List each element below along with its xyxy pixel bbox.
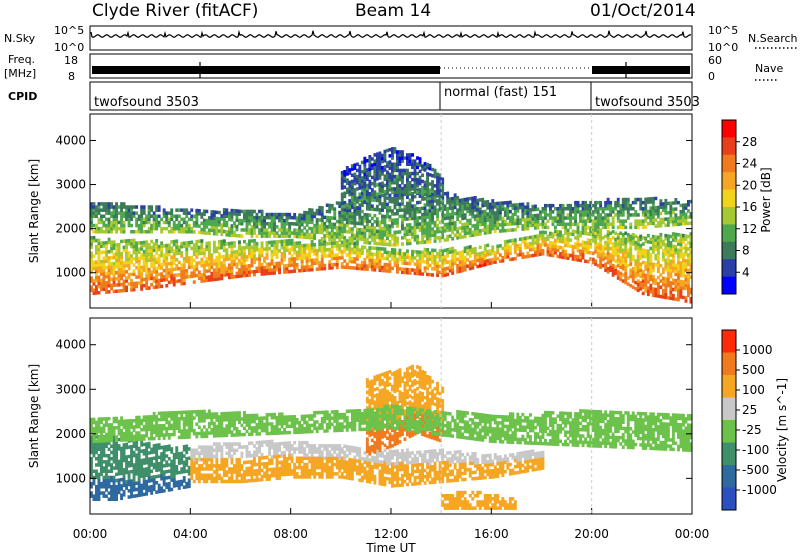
y-tick-label: 4000 [55, 133, 86, 147]
nave-label: Nave [755, 62, 783, 75]
cpid-label: CPID [8, 90, 37, 103]
nave-tick-bottom: 0 [708, 70, 715, 83]
x-tick-label: 20:00 [574, 527, 609, 541]
noise-panel: N.Sky 10^5 10^0 10^5 10^0 N.Search [4, 24, 798, 54]
x-tick-label: 00:00 [675, 527, 710, 541]
freq-tick-bottom: 8 [68, 70, 75, 83]
freq-band-b [592, 66, 690, 74]
date-label: 01/Oct/2014 [590, 1, 696, 21]
x-tick-label: 08:00 [273, 527, 308, 541]
colorbar-swatch [722, 207, 736, 225]
data-band-5 [441, 490, 517, 510]
colorbar-swatch [722, 189, 736, 208]
colorbar-swatch [722, 137, 736, 156]
y-tick-label: 4000 [55, 338, 86, 352]
beam-label: Beam 14 [355, 1, 431, 21]
colorbar-swatch [722, 276, 736, 295]
colorbar-swatch [722, 330, 736, 353]
noise-left-tick-bottom: 10^0 [54, 41, 84, 54]
velocity-ylabel: Slant Range [km] [27, 364, 41, 468]
colorbar-swatch [722, 487, 736, 511]
colorbar-swatch [722, 397, 736, 421]
colorbar-tick: 16 [742, 200, 757, 214]
noise-trace [90, 29, 692, 39]
power-y-axis: 1000 2000 3000 4000 [55, 133, 692, 280]
colorbar-tick: 1000 [742, 343, 773, 357]
data-band-4 [90, 404, 693, 452]
colorbar-tick: 12 [742, 222, 757, 236]
cpid-segment-1: twofsound 3503 [94, 95, 199, 110]
power-colorbar-label: Power [dB] [759, 167, 773, 232]
cpid-panel: CPID twofsound 3503 normal (fast) 151 tw… [8, 81, 700, 111]
colorbar-tick: 24 [742, 157, 757, 171]
colorbar-swatch [722, 154, 736, 173]
freq-tick-top: 18 [64, 54, 78, 67]
y-tick-label: 3000 [55, 382, 86, 396]
data-band-2 [190, 439, 545, 488]
cpid-segment-2: normal (fast) 151 [444, 85, 557, 100]
colorbar-swatch [722, 465, 736, 488]
colorbar-swatch [722, 120, 736, 138]
noise-left-label: N.Sky [4, 32, 36, 45]
x-tick-label: 00:00 [73, 527, 108, 541]
xaxis-label: Time UT [365, 541, 416, 554]
velocity-colorbar: 1000 500 100 25 -25 -100 -500 -1000 [721, 329, 777, 511]
y-tick-label: 2000 [55, 222, 86, 236]
power-panel: 1000 2000 3000 4000 Slant Range [km] 28 24 20… [27, 113, 773, 309]
freq-label-1: Freq. [8, 53, 35, 66]
colorbar-tick: -500 [742, 463, 769, 477]
freq-label-2: [MHz] [4, 67, 36, 80]
x-tick-label: 04:00 [173, 527, 208, 541]
colorbar-swatch [722, 241, 736, 260]
data-band-1 [90, 432, 191, 501]
power-ylabel: Slant Range [km] [27, 159, 41, 263]
colorbar-swatch [722, 259, 736, 277]
colorbar-swatch [722, 420, 736, 443]
freq-band-a [92, 66, 440, 74]
data-band-1 [90, 226, 693, 304]
colorbar-tick: 4 [742, 265, 750, 279]
data-band-3 [340, 147, 445, 210]
x-tick-label: 12:00 [374, 527, 409, 541]
power-colorbar: 28 24 20 16 12 8 4 [721, 119, 757, 295]
x-tick-label: 16:00 [474, 527, 509, 541]
y-tick-label: 1000 [55, 471, 86, 485]
colorbar-swatch [722, 224, 736, 243]
colorbar-tick: 500 [742, 363, 765, 377]
velocity-data-layer [90, 364, 693, 510]
colorbar-tick: 28 [742, 135, 757, 149]
colorbar-tick: 25 [742, 403, 757, 417]
y-tick-label: 2000 [55, 427, 86, 441]
colorbar-swatch [722, 172, 736, 190]
freq-panel: Freq. [MHz] 18 8 60 0 Nave [4, 53, 783, 83]
colorbar-tick: -100 [742, 443, 769, 457]
noise-right-tick-bottom: 10^0 [708, 41, 738, 54]
nave-tick-top: 60 [708, 54, 722, 67]
colorbar-swatch [722, 352, 736, 376]
velocity-colorbar-label: Velocity [m s^-1] [775, 378, 789, 482]
colorbar-tick: -25 [742, 423, 762, 437]
noise-right-label: N.Search [748, 32, 798, 45]
colorbar-tick: 100 [742, 383, 765, 397]
power-data-layer [90, 147, 693, 304]
y-tick-label: 3000 [55, 178, 86, 192]
colorbar-swatch [722, 375, 736, 398]
noise-left-tick-top: 10^5 [54, 24, 84, 37]
cpid-segment-3: twofsound 3503 [595, 95, 700, 110]
plot-title: Clyde River (fitACF) [92, 1, 258, 21]
y-tick-label: 1000 [55, 266, 86, 280]
noise-right-tick-top: 10^5 [708, 24, 738, 37]
velocity-y-axis: 1000 2000 3000 4000 [55, 338, 692, 485]
colorbar-tick: -1000 [742, 483, 777, 497]
colorbar-tick: 8 [742, 244, 750, 258]
colorbar-tick: 20 [742, 178, 757, 192]
colorbar-swatch [722, 442, 736, 466]
velocity-panel: 1000 2000 3000 4000 Slant Range [km] 1000 50… [27, 317, 789, 515]
time-axis: 00:00 04:00 08:00 12:00 16:00 20:00 00:00 [73, 114, 710, 541]
data-band-2 [90, 186, 693, 247]
